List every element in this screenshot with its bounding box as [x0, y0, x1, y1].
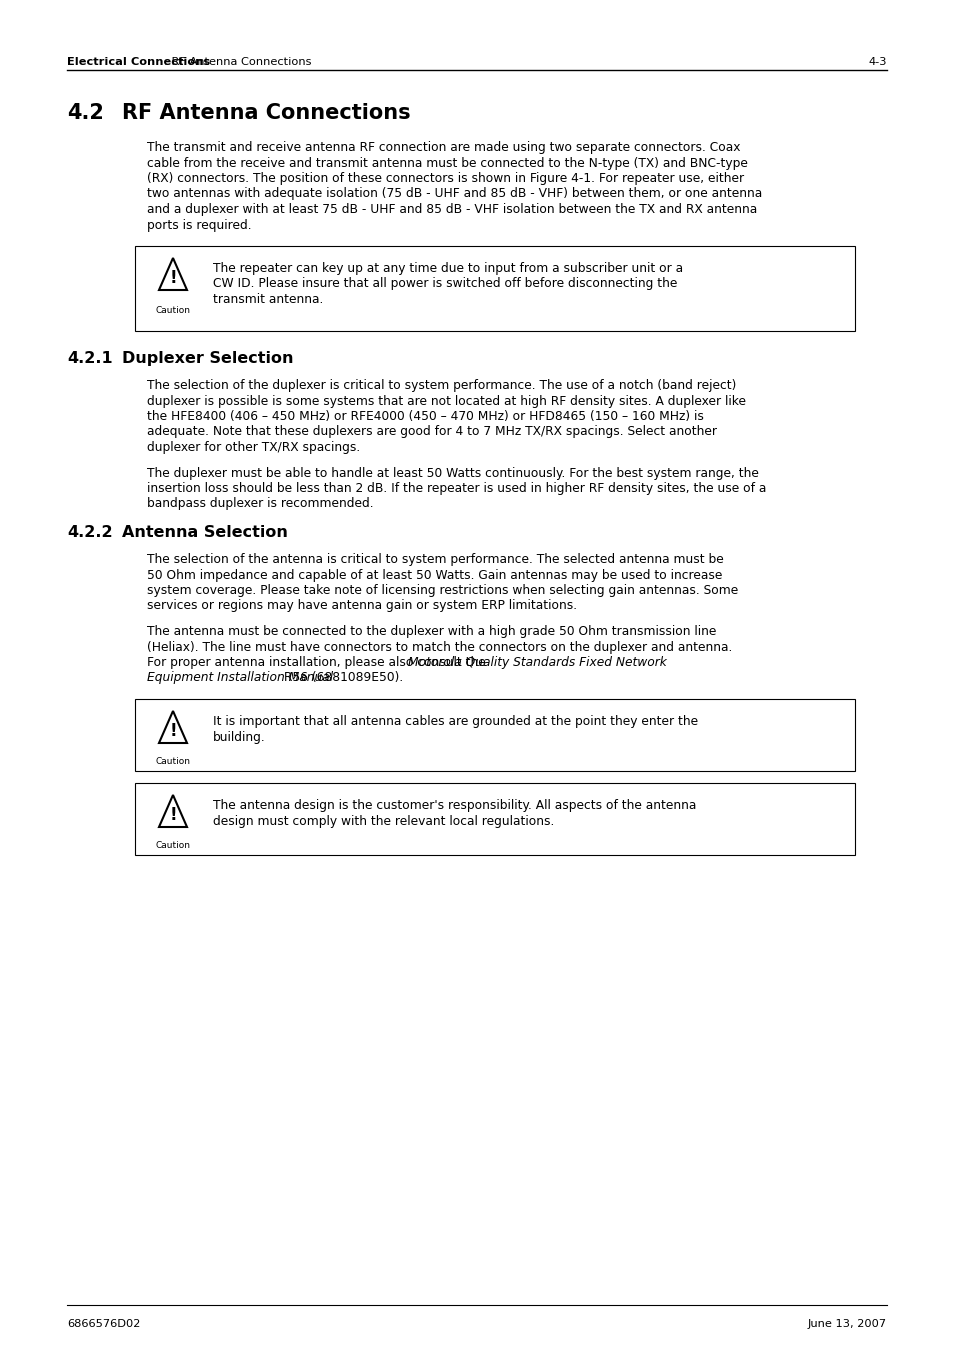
Text: design must comply with the relevant local regulations.: design must comply with the relevant loc… — [213, 815, 554, 828]
Text: RF Antenna Connections: RF Antenna Connections — [122, 103, 410, 123]
Text: Motorola Quality Standards Fixed Network: Motorola Quality Standards Fixed Network — [407, 657, 666, 669]
Text: !: ! — [169, 269, 176, 286]
Text: services or regions may have antenna gain or system ERP limitations.: services or regions may have antenna gai… — [147, 600, 577, 612]
Text: The transmit and receive antenna RF connection are made using two separate conne: The transmit and receive antenna RF conn… — [147, 141, 740, 154]
Text: It is important that all antenna cables are grounded at the point they enter the: It is important that all antenna cables … — [213, 715, 698, 728]
Text: Caution: Caution — [155, 305, 191, 315]
Text: 50 Ohm impedance and capable of at least 50 Watts. Gain antennas may be used to : 50 Ohm impedance and capable of at least… — [147, 569, 721, 581]
FancyBboxPatch shape — [135, 784, 854, 855]
Text: !: ! — [169, 721, 176, 740]
Text: Caution: Caution — [155, 842, 191, 850]
Text: 6866576D02: 6866576D02 — [67, 1319, 140, 1329]
Text: 4.2: 4.2 — [67, 103, 104, 123]
Text: adequate. Note that these duplexers are good for 4 to 7 MHz TX/RX spacings. Sele: adequate. Note that these duplexers are … — [147, 426, 717, 439]
Text: For proper antenna installation, please also consult the: For proper antenna installation, please … — [147, 657, 489, 669]
Text: 4.2.2: 4.2.2 — [67, 526, 112, 540]
Text: 4.2.1: 4.2.1 — [67, 351, 112, 366]
Text: duplexer for other TX/RX spacings.: duplexer for other TX/RX spacings. — [147, 440, 360, 454]
Text: transmit antenna.: transmit antenna. — [213, 293, 323, 305]
Text: Equipment Installation Manual: Equipment Installation Manual — [147, 671, 333, 685]
Text: R56 (6881089E50).: R56 (6881089E50). — [279, 671, 402, 685]
Text: !: ! — [169, 805, 176, 824]
FancyBboxPatch shape — [135, 246, 854, 331]
Text: 4-3: 4-3 — [867, 57, 886, 68]
FancyBboxPatch shape — [135, 698, 854, 771]
Text: Caution: Caution — [155, 757, 191, 766]
Text: CW ID. Please insure that all power is switched off before disconnecting the: CW ID. Please insure that all power is s… — [213, 277, 677, 290]
Text: Duplexer Selection: Duplexer Selection — [122, 351, 294, 366]
Text: building.: building. — [213, 731, 266, 743]
Text: Electrical Connections: Electrical Connections — [67, 57, 210, 68]
Text: insertion loss should be less than 2 dB. If the repeater is used in higher RF de: insertion loss should be less than 2 dB.… — [147, 482, 765, 494]
Text: The antenna design is the customer's responsibility. All aspects of the antenna: The antenna design is the customer's res… — [213, 798, 696, 812]
Text: ports is required.: ports is required. — [147, 219, 252, 231]
Text: June 13, 2007: June 13, 2007 — [807, 1319, 886, 1329]
Text: The antenna must be connected to the duplexer with a high grade 50 Ohm transmiss: The antenna must be connected to the dup… — [147, 626, 716, 638]
Text: Antenna Selection: Antenna Selection — [122, 526, 288, 540]
Text: system coverage. Please take note of licensing restrictions when selecting gain : system coverage. Please take note of lic… — [147, 584, 738, 597]
Text: The selection of the duplexer is critical to system performance. The use of a no: The selection of the duplexer is critica… — [147, 380, 736, 392]
Text: bandpass duplexer is recommended.: bandpass duplexer is recommended. — [147, 497, 374, 511]
Text: two antennas with adequate isolation (75 dB - UHF and 85 dB - VHF) between them,: two antennas with adequate isolation (75… — [147, 188, 761, 200]
Text: the HFE8400 (406 – 450 MHz) or RFE4000 (450 – 470 MHz) or HFD8465 (150 – 160 MHz: the HFE8400 (406 – 450 MHz) or RFE4000 (… — [147, 409, 703, 423]
Text: (Heliax). The line must have connectors to match the connectors on the duplexer : (Heliax). The line must have connectors … — [147, 640, 732, 654]
Text: The duplexer must be able to handle at least 50 Watts continuously. For the best: The duplexer must be able to handle at l… — [147, 466, 758, 480]
Text: and a duplexer with at least 75 dB - UHF and 85 dB - VHF isolation between the T: and a duplexer with at least 75 dB - UHF… — [147, 203, 757, 216]
Text: The selection of the antenna is critical to system performance. The selected ant: The selection of the antenna is critical… — [147, 553, 723, 566]
Text: (RX) connectors. The position of these connectors is shown in Figure 4-1. For re: (RX) connectors. The position of these c… — [147, 172, 743, 185]
Text: The repeater can key up at any time due to input from a subscriber unit or a: The repeater can key up at any time due … — [213, 262, 682, 276]
Text: : RF Antenna Connections: : RF Antenna Connections — [164, 57, 312, 68]
Text: cable from the receive and transmit antenna must be connected to the N-type (TX): cable from the receive and transmit ante… — [147, 157, 747, 169]
Text: duplexer is possible is some systems that are not located at high RF density sit: duplexer is possible is some systems tha… — [147, 394, 745, 408]
